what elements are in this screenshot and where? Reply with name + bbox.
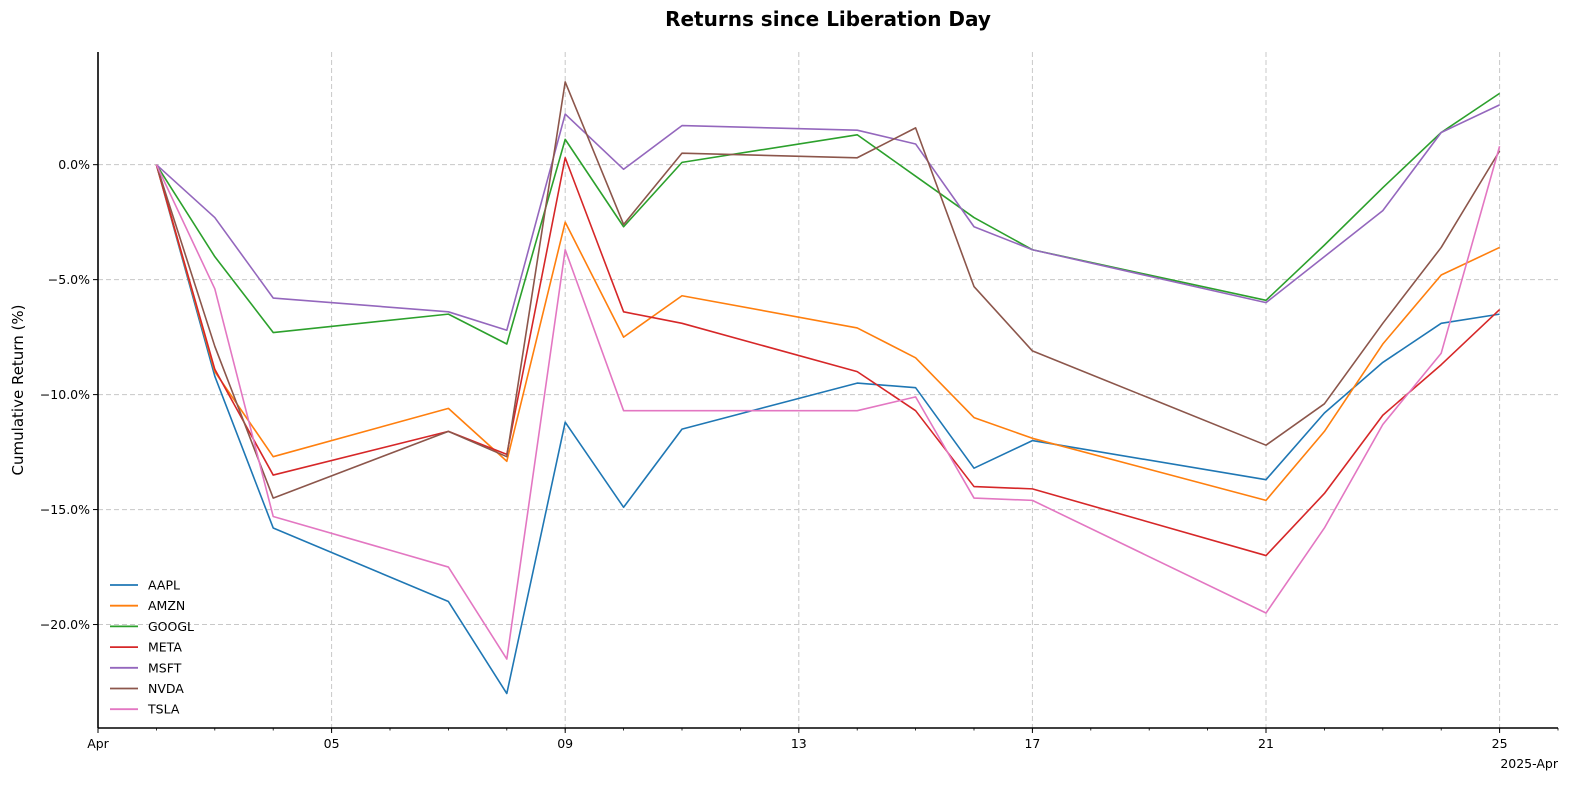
x-tick-label: 05 [324, 736, 340, 751]
legend-label-meta: META [148, 640, 182, 655]
x-tick-label: Apr [87, 736, 109, 751]
axes [93, 52, 1559, 733]
y-tick-label: −20.0% [40, 617, 90, 632]
legend-label-nvda: NVDA [148, 681, 184, 696]
x-tick-label: 09 [557, 736, 573, 751]
x-tick-label: 17 [1024, 736, 1040, 751]
series-lines [155, 81, 1501, 695]
y-axis-title: Cumulative Return (%) [9, 305, 27, 476]
y-tick-label: −5.0% [48, 272, 90, 287]
series-line-meta [155, 156, 1501, 557]
x-tick-label: 25 [1492, 736, 1508, 751]
x-tick-label: 21 [1258, 736, 1274, 751]
chart-title: Returns since Liberation Day [665, 7, 991, 31]
legend-label-tsla: TSLA [147, 702, 180, 717]
series-line-amzn [155, 164, 1500, 502]
series-line-nvda [155, 81, 1501, 499]
y-tick-label: −10.0% [40, 387, 90, 402]
x-tick-label: 13 [791, 736, 807, 751]
series-line-aapl [155, 164, 1500, 695]
legend: AAPL AMZN GOOGL META MSFT NVDA TSLA [110, 578, 194, 717]
legend-label-amzn: AMZN [148, 598, 185, 613]
series-line-msft [155, 104, 1500, 332]
legend-label-googl: GOOGL [148, 619, 194, 634]
series-line-tsla [155, 146, 1501, 660]
y-tick-label: 0.0% [58, 157, 90, 172]
series-line-googl [155, 92, 1501, 345]
grid [97, 52, 1558, 728]
x-axis-offset-label: 2025-Apr [1500, 756, 1559, 771]
tick-labels: Apr 05 09 13 17 21 25 0.0% −5.0% −10.0% −15.0% −20.… [40, 157, 1508, 751]
y-tick-label: −15.0% [40, 502, 90, 517]
legend-label-aapl: AAPL [148, 578, 180, 593]
legend-label-msft: MSFT [148, 660, 182, 675]
